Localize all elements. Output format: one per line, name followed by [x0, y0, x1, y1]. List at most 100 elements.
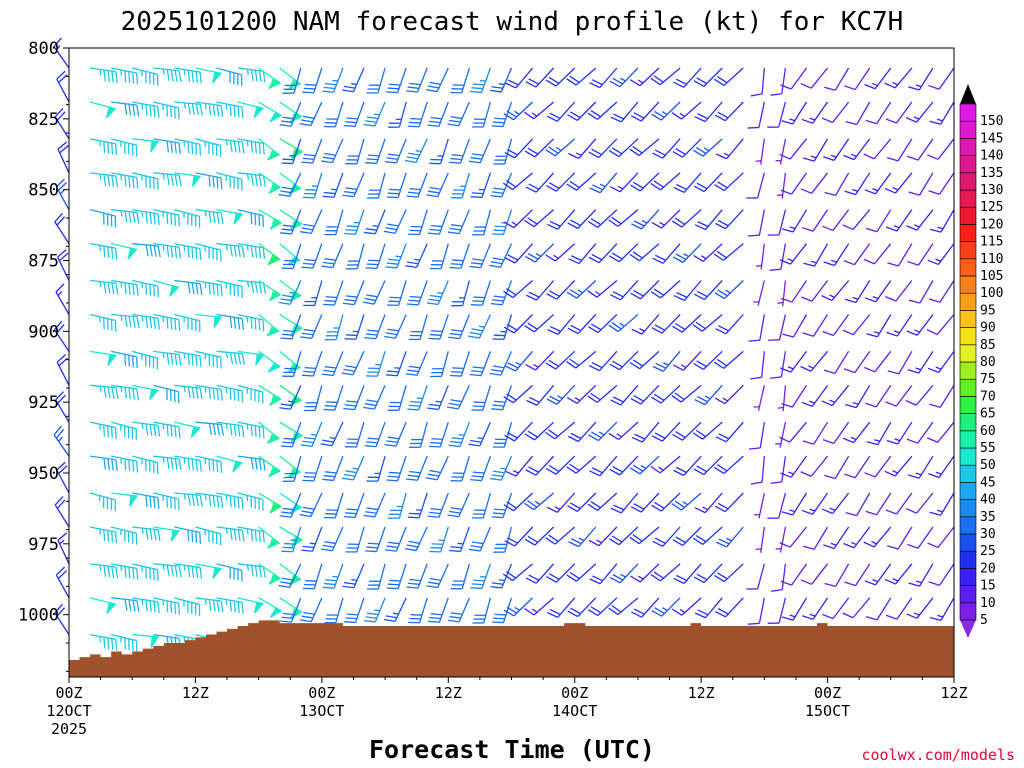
barb-half: [830, 542, 837, 546]
barb-full: [802, 615, 814, 621]
wind-barb: [650, 172, 681, 191]
barb-full: [366, 263, 379, 266]
barb-staff: [661, 597, 681, 617]
barb-full: [208, 282, 211, 295]
wind-barb: [344, 209, 365, 235]
barb-full: [268, 254, 274, 266]
barb-full: [233, 352, 238, 365]
barb-staff: [174, 67, 201, 73]
wind-barb: [195, 526, 222, 546]
barb-full: [323, 303, 335, 306]
barb-staff: [723, 67, 744, 86]
barb-full: [115, 566, 119, 579]
barb-half: [290, 362, 295, 369]
wind-barb: [490, 280, 513, 306]
barb-full: [673, 186, 685, 194]
wind-barb: [366, 563, 386, 590]
wind-barb: [746, 172, 765, 199]
barb-full: [111, 142, 114, 155]
barb-half: [225, 423, 228, 430]
barb-full: [170, 353, 174, 365]
barb-full: [906, 330, 918, 336]
barb-full: [905, 117, 917, 123]
barb-staff: [759, 422, 765, 448]
wind-barb: [237, 492, 264, 511]
barb-staff: [353, 280, 365, 305]
barb-full: [149, 105, 152, 117]
barb-full: [824, 474, 836, 480]
wind-barb: [237, 455, 266, 471]
barb-staff: [439, 421, 449, 448]
barb-full: [801, 118, 813, 124]
barb-staff: [780, 351, 787, 378]
barb-full: [115, 459, 118, 472]
barb-full: [208, 459, 211, 471]
barb-staff: [619, 67, 639, 88]
barb-full: [199, 104, 203, 116]
barb-full: [492, 404, 505, 407]
barb-staff: [352, 67, 365, 93]
wind-barb: [609, 350, 639, 371]
wind-barb: [780, 455, 808, 478]
wind-barb: [630, 101, 660, 122]
barb-staff: [896, 209, 913, 232]
barb-full: [324, 299, 336, 302]
barb-staff: [512, 280, 533, 299]
barb-half: [599, 183, 606, 188]
barb-full: [111, 387, 115, 399]
wind-barb: [89, 350, 117, 366]
barb-staff: [596, 280, 618, 298]
barb-staff: [291, 421, 302, 447]
barb-full: [345, 187, 358, 191]
wind-barb: [302, 172, 323, 199]
barb-full: [452, 367, 464, 370]
barb-half: [270, 537, 274, 544]
wind-barb: [54, 107, 70, 140]
wind-barb: [782, 314, 808, 338]
barb-staff: [917, 526, 934, 549]
wind-barb: [824, 455, 850, 480]
wind-barb: [755, 138, 766, 165]
wind-barb: [824, 172, 850, 196]
barb-staff: [374, 209, 386, 235]
barb-full: [174, 318, 177, 331]
barb-half: [99, 173, 102, 180]
barb-full: [655, 254, 666, 261]
barb-staff: [514, 421, 534, 442]
wind-barb: [153, 243, 182, 259]
barb-full: [157, 497, 160, 509]
wind-barb: [652, 243, 681, 264]
wind-barb: [195, 384, 223, 401]
wind-barb: [237, 563, 266, 578]
barb-full: [608, 538, 620, 546]
barb-full: [262, 531, 265, 543]
barb-staff: [778, 101, 787, 128]
barb-full: [449, 161, 461, 164]
barb-staff: [355, 421, 365, 448]
wind-barb: [132, 279, 159, 298]
barb-full: [56, 607, 66, 617]
barb-full: [692, 432, 703, 440]
barb-staff: [724, 280, 744, 300]
wind-barb: [843, 526, 871, 549]
barb-full: [526, 294, 537, 301]
barb-full: [694, 293, 705, 301]
barb-full: [633, 181, 644, 189]
barb-full: [548, 534, 559, 542]
barb-full: [590, 392, 601, 401]
barb-half: [162, 173, 165, 180]
barb-half: [620, 77, 626, 82]
barb-full: [653, 288, 665, 296]
colorbar-label: 115: [980, 235, 1003, 250]
barb-half: [183, 493, 186, 500]
wind-barb: [747, 597, 765, 625]
wind-barb: [132, 563, 159, 582]
barb-staff: [640, 101, 660, 122]
barb-full: [389, 188, 401, 191]
barb-staff: [394, 209, 407, 234]
barb-half: [225, 352, 229, 358]
barb-staff: [596, 384, 618, 403]
barb-half: [915, 84, 922, 88]
barb-staff: [290, 101, 302, 127]
